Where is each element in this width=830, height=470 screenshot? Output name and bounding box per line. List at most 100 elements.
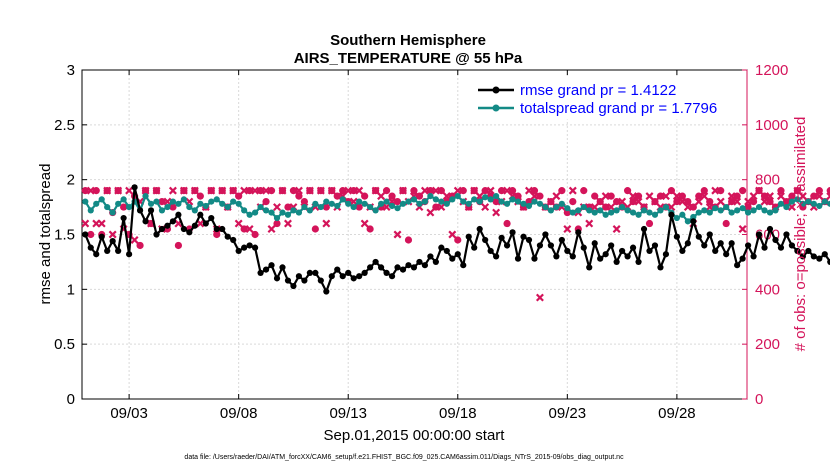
- possible-obs-marker: [503, 219, 511, 228]
- possible-obs-marker: [235, 192, 243, 200]
- rmse-point: [750, 253, 757, 260]
- possible-obs-marker: [169, 203, 177, 211]
- assimilated-obs-stroke: [716, 197, 725, 206]
- assimilated-obs-marker: [360, 219, 369, 228]
- assimilated-obs-stroke: [705, 203, 714, 212]
- assimilated-obs-marker: [535, 293, 544, 302]
- rmse-point: [115, 247, 122, 255]
- totalspread-point: [180, 196, 187, 203]
- rmse-point: [142, 218, 149, 225]
- rmse-point: [514, 255, 522, 262]
- totalspread-point: [82, 198, 89, 205]
- totalspread-point: [662, 203, 670, 211]
- rmse-point: [230, 236, 237, 244]
- assimilated-obs-stroke: [672, 192, 681, 201]
- rmse-point: [317, 277, 324, 284]
- totalspread-point: [449, 196, 456, 203]
- assimilated-obs-marker: [234, 219, 243, 228]
- assimilated-obs-marker: [503, 186, 512, 195]
- assimilated-obs-marker: [190, 186, 199, 195]
- totalspread-point: [739, 205, 746, 212]
- totalspread-point: [147, 200, 155, 207]
- y-right-tick-label: 1200: [755, 62, 788, 79]
- totalspread-point: [690, 213, 697, 221]
- assimilated-obs-marker: [103, 186, 112, 195]
- totalspread-point: [509, 196, 516, 203]
- rmse-point: [547, 242, 554, 249]
- rmse-point: [339, 273, 346, 280]
- totalspread-point: [728, 209, 735, 216]
- possible-obs-marker: [536, 192, 544, 200]
- chart-subtitle: AIRS_TEMPERATURE @ 55 hPa: [294, 50, 523, 67]
- rmse-point: [251, 244, 259, 251]
- assimilated-obs-marker: [399, 186, 407, 195]
- rmse-point: [175, 211, 182, 218]
- possible-obs-marker: [580, 187, 588, 195]
- assimilated-obs-marker: [86, 186, 95, 195]
- assimilated-obs-stroke: [749, 192, 758, 201]
- totalspread-point: [597, 207, 604, 214]
- totalspread-point: [350, 203, 357, 211]
- possible-obs-marker: [700, 187, 708, 195]
- rmse-point: [816, 255, 823, 262]
- series-lines: [82, 184, 830, 295]
- possible-obs-marker: [322, 203, 330, 211]
- assimilated-obs-marker: [661, 192, 670, 201]
- rmse-point: [471, 244, 478, 251]
- totalspread-point: [586, 207, 593, 214]
- assimilated-obs-stroke: [305, 186, 314, 195]
- possible-obs-marker: [295, 192, 303, 200]
- assimilated-obs-stroke: [437, 203, 446, 212]
- totalspread-point: [640, 207, 648, 214]
- possible-obs-marker: [196, 192, 204, 200]
- assimilated-obs-stroke: [81, 219, 90, 228]
- assimilated-obs-marker: [793, 186, 802, 195]
- totalspread-point: [493, 193, 500, 200]
- totalspread-point: [235, 200, 242, 207]
- assimilated-obs-stroke: [234, 219, 243, 228]
- assimilated-obs-marker: [776, 192, 785, 201]
- chart-title: Southern Hemisphere: [330, 32, 486, 49]
- totalspread-point: [547, 207, 554, 214]
- assimilated-obs-stroke: [344, 186, 353, 195]
- totalspread-point: [673, 214, 680, 222]
- totalspread-point: [246, 211, 253, 218]
- rmse-point: [262, 266, 270, 273]
- rmse-point: [509, 229, 516, 236]
- assimilated-obs-marker: [431, 186, 440, 195]
- assimilated-obs-stroke: [733, 197, 742, 206]
- assimilated-obs-marker: [568, 186, 577, 195]
- rmse-point: [536, 242, 544, 249]
- rmse-point: [109, 237, 116, 245]
- totalspread-point: [361, 200, 368, 207]
- assimilated-obs-stroke: [618, 197, 627, 206]
- totalspread-point: [241, 207, 248, 214]
- assimilated-obs-stroke: [190, 186, 199, 195]
- assimilated-obs-marker: [612, 225, 621, 233]
- assimilated-obs-marker: [442, 192, 451, 201]
- possible-obs-marker: [602, 203, 610, 211]
- y-right-tick-label: 400: [755, 281, 780, 298]
- rmse-point: [553, 253, 560, 260]
- rmse-point: [290, 282, 297, 290]
- rmse-point: [476, 225, 483, 233]
- rmse-point: [624, 253, 631, 260]
- assimilated-obs-marker: [207, 186, 216, 195]
- assimilated-obs-stroke: [590, 203, 599, 212]
- rmse-point: [482, 236, 489, 244]
- totalspread-point: [706, 209, 713, 216]
- rmse-point: [202, 220, 209, 227]
- totalspread-point: [334, 202, 341, 210]
- x-tick-label: 09/13: [329, 405, 367, 422]
- rmse-point: [679, 247, 686, 255]
- rmse-point: [410, 264, 418, 271]
- assimilated-obs-stroke: [492, 208, 501, 217]
- possible-obs-marker: [410, 187, 418, 195]
- totalspread-point: [191, 207, 198, 214]
- assimilated-obs-stroke: [355, 186, 364, 195]
- x-tick-label: 09/28: [658, 405, 696, 422]
- possible-obs-marker: [667, 187, 676, 195]
- rmse-point: [98, 233, 105, 240]
- possible-obs-marker: [251, 230, 259, 239]
- assimilated-obs-stroke: [826, 192, 830, 198]
